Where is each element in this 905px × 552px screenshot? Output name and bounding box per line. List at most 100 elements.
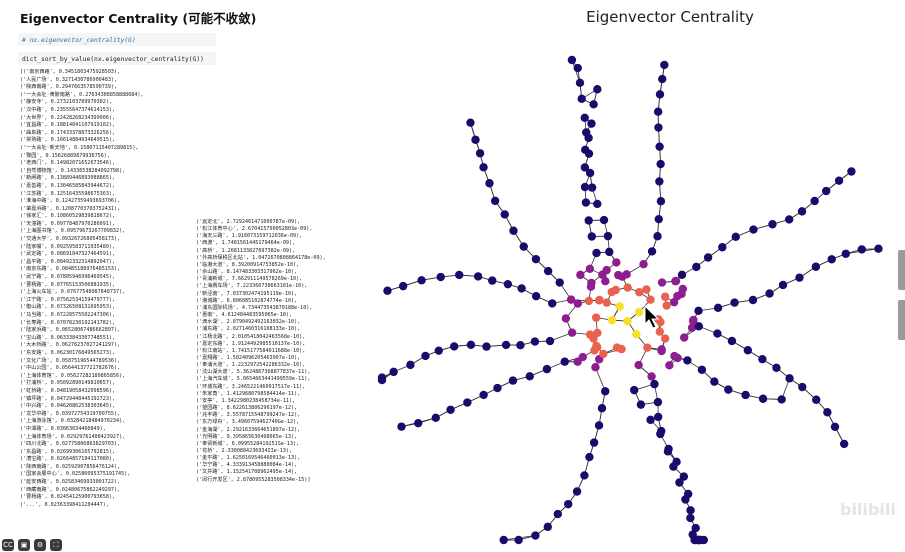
graph-node	[580, 182, 590, 192]
output-line: ('环城东路', 3.2465221460917517e-11),	[196, 383, 306, 390]
graph-node	[810, 196, 819, 206]
graph-node	[617, 344, 626, 354]
output-line: ('惠南', 4.612484483595065e-10),	[196, 312, 293, 319]
graph-node	[691, 523, 700, 533]
side-scroll-tab[interactable]	[898, 250, 905, 290]
side-scroll-tab[interactable]	[898, 300, 905, 340]
graph-edge	[595, 367, 606, 392]
graph-node	[471, 135, 480, 144]
graph-node	[414, 418, 423, 428]
output-line: ('兆丰路', 3.5578715548799247e-12),	[196, 412, 301, 419]
graph-node	[635, 287, 644, 297]
graph-node	[656, 197, 666, 206]
graph-node	[482, 342, 491, 351]
output-line: ('曹杨路', 0.07765153506881935),	[20, 281, 116, 288]
output-line: ('陆家浜路', 0.06528067486662807),	[20, 327, 121, 334]
output-line: ('肇嘉浜路', 0.12087703703752431),	[20, 205, 121, 212]
graph-node	[530, 337, 540, 346]
graph-node	[758, 354, 767, 364]
graph-node	[560, 357, 569, 366]
graph-node	[713, 303, 723, 313]
graph-node	[662, 301, 671, 310]
output-line: ('打浦桥', 0.05092890149810657),	[20, 380, 116, 387]
output-line: ('豫园', 0.15626889879936756),	[20, 152, 110, 159]
graph-node	[697, 365, 707, 374]
graph-node	[623, 283, 632, 292]
graph-node	[377, 375, 387, 385]
code-cell[interactable]: dict_sort_by_value(nx.eigenvector_centra…	[18, 52, 216, 65]
graph-node	[389, 367, 398, 377]
settings-icon[interactable]: ⚙	[34, 539, 46, 551]
graph-node	[531, 254, 541, 264]
window-button[interactable]: ▣	[18, 539, 30, 551]
graph-node	[643, 343, 652, 352]
output-line: ('浦东路', 2.0271460316168133e-10),	[196, 326, 301, 333]
graph-node	[509, 226, 518, 235]
output-line: ('上海汽车城', 5.0654663441499559e-11),	[196, 376, 311, 383]
output-line: ('奉贤新城', 6.0995528419251Se-13),	[196, 440, 300, 447]
graph-node	[694, 306, 703, 316]
video-toolbar: CC ▣ ⚙ ⛶	[0, 538, 122, 552]
fullscreen-button[interactable]: ⛶	[50, 539, 62, 551]
output-line: ('嘉善路', 0.13046585843944672),	[20, 182, 116, 189]
graph-node	[548, 299, 557, 308]
code-cell-comment[interactable]: # nx.eigenvector_centrality(G)	[18, 33, 216, 46]
graph-node	[573, 299, 582, 308]
graph-node	[488, 276, 497, 285]
output-line: ('宝山路', 0.06333843307748551),	[20, 334, 116, 341]
output-line: ('光明路', 9.395865630498065e-13),	[196, 433, 298, 440]
output-line: ('宜昌路', 0.18814041107919102),	[20, 122, 116, 129]
output-line: ('四川北路', 0.02775806863829703),	[20, 441, 121, 448]
graph-node	[584, 216, 593, 225]
graph-node	[656, 317, 665, 327]
output-line: ('朱家角', 1.4129680798584414e-11),	[196, 390, 301, 397]
graph-node	[567, 328, 577, 337]
graph-node	[545, 336, 555, 346]
graph-node	[602, 265, 611, 275]
graph-node	[634, 360, 643, 370]
graph-node	[508, 376, 518, 385]
output-line: ('武定路', 0.08691847327464591),	[20, 251, 116, 258]
output-line: ('西渡', 1.7401561445179464e-09),	[196, 240, 296, 247]
graph-node	[686, 513, 695, 523]
output-line: ('安亭', 1.3422980238458734e-11),	[196, 397, 296, 404]
output-line: ('中山公园', 0.05644137721782676),	[20, 365, 121, 372]
graph-node	[646, 295, 655, 304]
graph-node	[686, 506, 695, 515]
graph-node	[454, 270, 464, 280]
graph-node	[822, 186, 831, 196]
graph-node	[561, 314, 571, 323]
graph-node	[573, 63, 582, 73]
graph-node	[567, 55, 577, 65]
graph-node	[591, 313, 601, 322]
graph-node	[778, 280, 788, 290]
graph-node	[516, 341, 525, 350]
graph-node	[584, 133, 593, 143]
output-line: ('文化广场', 0.05875196544789536),	[20, 357, 121, 364]
graph-title: Eigenvector Centrality	[586, 8, 754, 26]
output-line: ('衡山路', 0.07326508131695953),	[20, 304, 116, 311]
graph-node	[681, 495, 690, 504]
output-line: ('上海图书馆', 0.09579673267709832),	[20, 228, 126, 235]
output-line: ('上海体育馆', 0.05627282180865856),	[20, 372, 126, 379]
graph-node	[784, 215, 794, 224]
graph-node	[503, 279, 513, 289]
output-line: ('西藏南路', 0.02480675862249297),	[20, 486, 121, 493]
output-line: ('静安寺', 0.2732103789970302),	[20, 99, 112, 106]
graph-node	[636, 400, 646, 409]
output-line: ('新闸路', 0.13889446893088865),	[20, 175, 116, 182]
graph-node	[653, 232, 662, 241]
graph-node	[605, 247, 614, 257]
output-line: ('江苏路', 0.12516435598675363),	[20, 190, 116, 197]
graph-node	[594, 421, 604, 430]
graph-node	[543, 266, 553, 276]
graph-node	[584, 296, 594, 306]
graph-node	[639, 259, 648, 269]
output-line: ('江杨北路', 2.0105418042463568e-10),	[196, 333, 306, 340]
captions-button[interactable]: CC	[2, 539, 14, 551]
output-line: ('金平路', 1.6250169546460013e-13),	[196, 455, 301, 462]
graph-node	[632, 330, 641, 339]
output-line: ('漕宝路', 0.02664857194117080),	[20, 456, 116, 463]
graph-node	[748, 295, 758, 305]
graph-node	[601, 276, 610, 286]
